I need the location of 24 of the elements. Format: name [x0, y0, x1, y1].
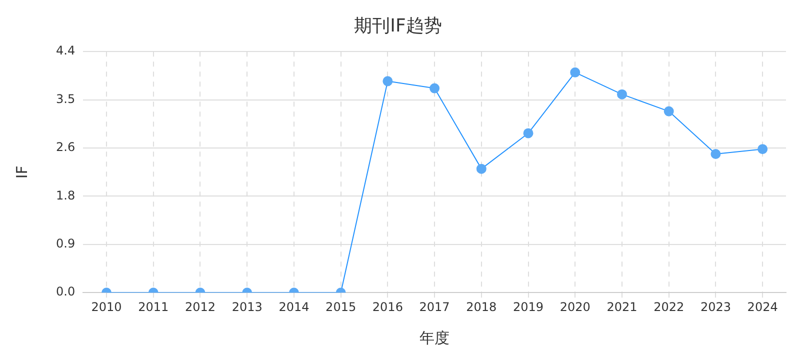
x-tick-label: 2021	[606, 300, 638, 314]
x-axis-title: 年度	[420, 328, 450, 347]
y-tick-label: 0.0	[56, 284, 76, 299]
x-tick-label: 2015	[326, 300, 356, 314]
x-tick-label: 2011	[138, 300, 169, 314]
y-tick-label: 0.9	[56, 236, 76, 251]
x-tick-label: 2023	[700, 300, 731, 314]
x-tick-label: 2012	[184, 300, 216, 314]
y-tick-label: 3.5	[56, 92, 76, 106]
chart-title: 期刊IF趋势	[354, 15, 442, 36]
x-tick-label: 2020	[560, 300, 590, 314]
x-tick-label: 2013	[232, 300, 262, 314]
x-tick-label: 2018	[466, 300, 497, 314]
x-tick-label: 2024	[747, 300, 778, 314]
x-tick-label: 2010	[91, 300, 122, 314]
y-tick-label: 1.8	[56, 188, 76, 202]
x-tick-label: 2017	[419, 300, 450, 314]
x-tick-label: 2019	[512, 300, 544, 314]
x-tick-label: 2022	[654, 300, 684, 314]
y-tick-label: 4.4	[56, 44, 76, 58]
y-tick-label: 2.6	[56, 140, 76, 154]
x-tick-label: 2014	[278, 300, 310, 314]
y-axis-title: IF	[12, 166, 31, 179]
x-tick-label: 2016	[372, 300, 403, 314]
